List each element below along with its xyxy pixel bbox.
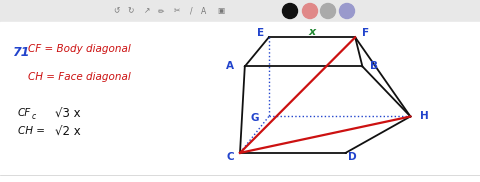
Text: 71: 71 (12, 46, 29, 59)
Text: C: C (227, 153, 234, 162)
Text: ✏: ✏ (158, 7, 164, 15)
Bar (0, 0, 480, 22)
Text: D: D (348, 153, 357, 162)
Text: H: H (420, 112, 429, 121)
Text: G: G (250, 113, 259, 123)
Text: CF: CF (18, 108, 31, 118)
Text: ↻: ↻ (128, 7, 134, 15)
Text: ↗: ↗ (144, 7, 150, 15)
Text: F: F (362, 28, 369, 38)
Circle shape (321, 3, 336, 19)
Text: CH =: CH = (18, 126, 45, 136)
Text: ▣: ▣ (217, 7, 225, 15)
Text: √3 x: √3 x (55, 108, 81, 121)
Text: A: A (227, 62, 234, 71)
Text: √2 x: √2 x (55, 126, 81, 139)
Text: B: B (371, 62, 378, 71)
Text: c: c (32, 112, 36, 121)
Text: CH = Face diagonal: CH = Face diagonal (28, 72, 131, 82)
Circle shape (302, 3, 317, 19)
Text: CF = Body diagonal: CF = Body diagonal (28, 44, 131, 54)
Circle shape (283, 3, 298, 19)
Bar (0, 22, 480, 182)
Text: E: E (257, 28, 264, 38)
Text: ✂: ✂ (174, 7, 180, 15)
Text: A: A (202, 7, 206, 15)
Text: /: / (190, 7, 192, 15)
Circle shape (339, 3, 355, 19)
Text: ↺: ↺ (113, 7, 119, 15)
Text: x: x (309, 27, 315, 37)
